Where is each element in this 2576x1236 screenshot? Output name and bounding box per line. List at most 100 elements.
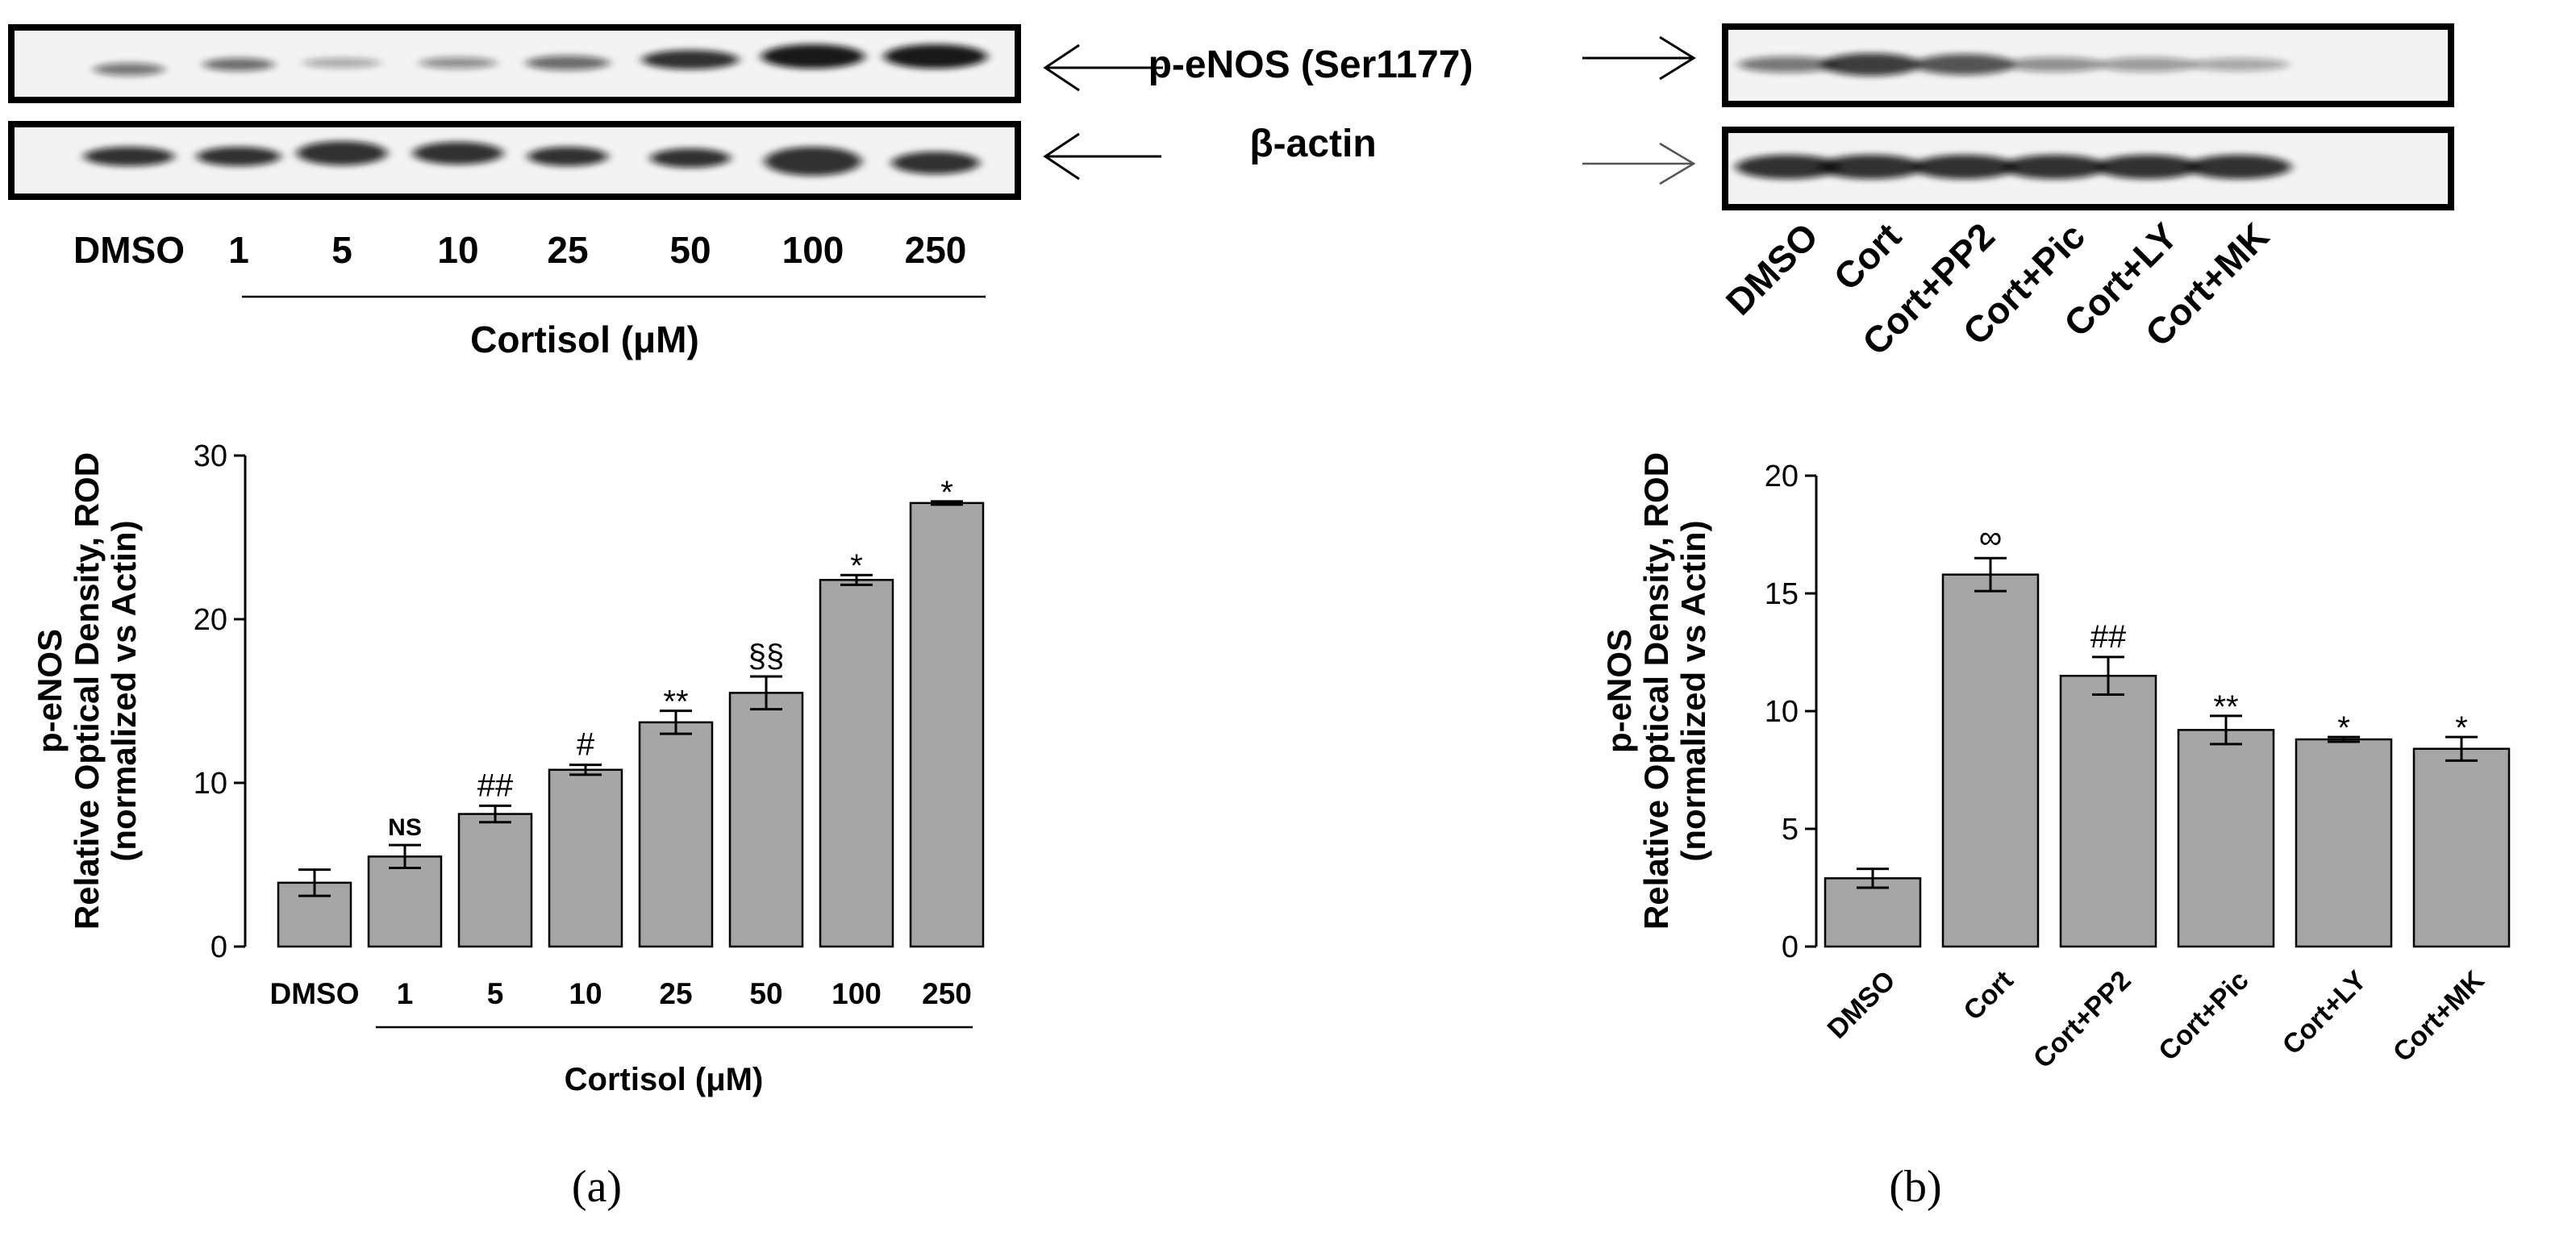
blot-a-band-actin [650, 148, 731, 168]
blot-a: DMSO 1 5 10 25 50 100 250 Cortisol (μM) [8, 24, 1021, 360]
significance-label: * [940, 475, 953, 510]
blot-a-band-actin [413, 142, 503, 164]
chart-a: p-eNOS Relative Optical Density, ROD (norm… [31, 439, 985, 1097]
bar [2295, 738, 2393, 948]
bar [1941, 573, 2040, 948]
x-tick-label: Cort+LY [2277, 965, 2373, 1061]
x-tick-label: DMSO [1822, 965, 1902, 1045]
y-tick-label: 5 [1782, 813, 1799, 847]
y-tick-label: 30 [194, 439, 227, 473]
y-tick-label: 20 [1765, 460, 1799, 493]
blot-a-peNOS-panel [8, 24, 1021, 103]
significance-label: §§ [748, 639, 785, 674]
label-actin: β-actin [1249, 123, 1376, 165]
bar [2177, 729, 2275, 948]
blot-a-band-peNOS [642, 50, 739, 69]
arrow-left-peNOS-head [1043, 44, 1080, 92]
y-axis-label: p-eNOS [31, 629, 69, 753]
bar [457, 813, 533, 948]
y-axis-label: p-eNOS [1600, 629, 1638, 753]
significance-label: ∞ [1979, 520, 2003, 556]
blot-b-band-peNOS [1821, 53, 1921, 76]
blot-a-group-label: Cortisol (μM) [470, 318, 699, 360]
blot-a-band-actin [84, 147, 174, 166]
panel-label-a: (a) [572, 1162, 622, 1212]
bar [728, 692, 804, 948]
x-tick-label: Cort [1957, 965, 2019, 1026]
bar [819, 579, 894, 948]
y-tick-label: 10 [1765, 695, 1799, 729]
blot-a-band-peNOS [303, 58, 381, 68]
x-tick-label: 5 [487, 977, 504, 1010]
bar [2059, 674, 2157, 948]
blot-a-band-peNOS [884, 44, 987, 69]
y-axis-label: (normalized vs Actin) [1674, 520, 1712, 861]
blot-a-band-peNOS [94, 63, 165, 76]
x-tick-label: 1 [397, 977, 414, 1010]
x-tick-label: 250 [922, 977, 972, 1010]
y-axis-label: Relative Optical Density, ROD [68, 452, 106, 930]
label-peNOS: p-eNOS (Ser1177) [1148, 44, 1473, 86]
blot-a-band-actin [765, 147, 861, 176]
bar [367, 855, 443, 948]
bar [909, 501, 985, 948]
blot-b-band-peNOS [1915, 54, 2015, 75]
blot-a-band-actin [297, 141, 387, 165]
significance-label: ## [2090, 619, 2127, 655]
x-tick-label: 100 [832, 977, 882, 1010]
y-tick-label: 0 [210, 930, 227, 964]
blot-a-band-peNOS [761, 44, 865, 69]
blot-arrows: p-eNOS (Ser1177) β-actin [1043, 35, 1696, 185]
blot-b-lane-label: Cort [1825, 214, 1909, 298]
blot-b-band-actin [1912, 155, 2017, 179]
blot-a-band-actin [527, 147, 608, 166]
blot-b-lane-label: DMSO [1718, 214, 1826, 323]
blot-b-band-actin [1819, 155, 1924, 179]
blot-a-lane-label: 1 [228, 229, 249, 271]
blot-b-band-actin [1736, 155, 1840, 179]
blot-a-band-peNOS [203, 58, 274, 71]
significance-label: # [577, 727, 595, 763]
blot-a-band-peNOS [526, 56, 610, 70]
blot-b-band-peNOS [2189, 58, 2289, 71]
bar [548, 768, 623, 948]
x-tick-label: Cort+PP2 [2028, 965, 2137, 1075]
bar [1824, 877, 1922, 948]
blot-b-band-actin [2003, 155, 2107, 179]
blot-a-lane-label: 25 [547, 229, 588, 271]
arrow-right-actin-head [1659, 142, 1696, 185]
bar [2412, 747, 2511, 948]
significance-label: ## [477, 768, 514, 803]
significance-label: ** [663, 685, 688, 720]
x-tick-label: DMSO [270, 977, 360, 1010]
significance-label: * [2455, 710, 2468, 746]
blot-a-band-peNOS [419, 57, 497, 69]
x-tick-label: 25 [659, 977, 692, 1010]
x-tick-label: 50 [749, 977, 782, 1010]
arrow-right-peNOS-head [1659, 35, 1696, 81]
blot-a-band-actin [197, 147, 281, 166]
panel-label-b: (b) [1889, 1162, 1941, 1212]
y-tick-label: 15 [1765, 577, 1799, 611]
blot-a-band-actin [891, 152, 980, 174]
blot-a-lane-label: 100 [782, 229, 844, 271]
significance-label: NS [388, 814, 422, 841]
blot-b-band-peNOS [2098, 57, 2198, 72]
blot-b-band-actin [2095, 155, 2200, 179]
x-tick-label: 10 [569, 977, 602, 1010]
blot-a-lane-label: DMSO [73, 229, 185, 271]
x-tick-label: Cort+MK [2387, 964, 2491, 1067]
chart-a-xlabel: Cortisol (μM) [565, 1062, 764, 1097]
blot-a-lane-label: 5 [331, 229, 352, 271]
y-axis-label: Relative Optical Density, ROD [1637, 452, 1675, 930]
significance-label: * [850, 548, 863, 584]
x-tick-label: Cort+Pic [2153, 965, 2254, 1067]
blot-a-lane-label: 10 [437, 229, 478, 271]
blot-b-band-peNOS [2005, 57, 2105, 72]
y-tick-label: 20 [194, 603, 227, 637]
blot-b-band-peNOS [1738, 56, 1838, 73]
bar [638, 721, 714, 948]
y-axis-label: (normalized vs Actin) [105, 520, 143, 861]
